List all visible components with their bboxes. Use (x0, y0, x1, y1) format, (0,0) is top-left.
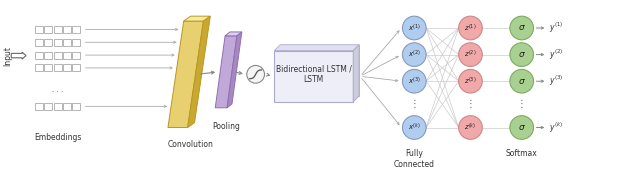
Circle shape (459, 43, 483, 66)
Bar (72, 52, 80, 59)
Circle shape (510, 116, 534, 139)
Circle shape (459, 16, 483, 40)
Bar (63, 26, 71, 33)
Circle shape (510, 43, 534, 66)
Bar (54, 64, 61, 71)
Text: ⋮: ⋮ (465, 99, 476, 109)
Text: Input: Input (3, 46, 12, 66)
Bar (54, 103, 61, 110)
Text: $z^{(3)}$: $z^{(3)}$ (464, 76, 477, 87)
Bar (44, 103, 52, 110)
Text: $x^{(2)}$: $x^{(2)}$ (408, 49, 421, 60)
Bar (44, 26, 52, 33)
Text: $y^{(2)}$: $y^{(2)}$ (549, 47, 563, 62)
Bar (280, 45, 359, 96)
Text: ⋮: ⋮ (410, 99, 419, 109)
Bar (63, 64, 71, 71)
Bar (63, 52, 71, 59)
Text: Bidirectional LSTM /
LSTM: Bidirectional LSTM / LSTM (276, 65, 352, 84)
Text: $z^{(k)}$: $z^{(k)}$ (465, 122, 477, 133)
Text: $\sigma$: $\sigma$ (518, 77, 525, 86)
Bar (63, 39, 71, 46)
Polygon shape (227, 32, 242, 108)
Text: $\sigma$: $\sigma$ (518, 24, 525, 32)
Bar (44, 64, 52, 71)
Polygon shape (168, 21, 204, 127)
Circle shape (403, 69, 426, 93)
Text: Softmax: Softmax (506, 149, 538, 158)
Text: $z^{(2)}$: $z^{(2)}$ (464, 49, 477, 60)
Polygon shape (188, 16, 211, 127)
Circle shape (510, 16, 534, 40)
Bar (54, 39, 61, 46)
Bar (72, 26, 80, 33)
Bar (35, 52, 43, 59)
Bar (35, 39, 43, 46)
Text: $x^{(3)}$: $x^{(3)}$ (408, 76, 421, 87)
Text: Pooling: Pooling (212, 122, 240, 131)
Bar (72, 64, 80, 71)
Text: $x^{(1)}$: $x^{(1)}$ (408, 22, 421, 34)
Bar (72, 103, 80, 110)
Polygon shape (275, 45, 359, 51)
Text: $y^{(3)}$: $y^{(3)}$ (549, 74, 563, 88)
Text: Fully
Connected: Fully Connected (394, 149, 435, 169)
Text: $y^{(1)}$: $y^{(1)}$ (549, 21, 563, 35)
Text: Embeddings: Embeddings (35, 133, 82, 142)
Polygon shape (184, 16, 211, 21)
Bar (54, 26, 61, 33)
Circle shape (403, 116, 426, 139)
Bar (275, 51, 353, 102)
Bar (54, 52, 61, 59)
Circle shape (459, 69, 483, 93)
Bar (44, 52, 52, 59)
Polygon shape (215, 36, 237, 108)
Bar (35, 26, 43, 33)
Polygon shape (353, 45, 359, 102)
Text: $\sigma$: $\sigma$ (518, 50, 525, 59)
Circle shape (403, 16, 426, 40)
Bar (44, 39, 52, 46)
Bar (35, 103, 43, 110)
Text: $\sigma$: $\sigma$ (518, 123, 525, 132)
Circle shape (510, 69, 534, 93)
Circle shape (459, 116, 483, 139)
Text: $x^{(k)}$: $x^{(k)}$ (408, 122, 420, 133)
Text: . . .: . . . (52, 87, 63, 93)
Bar (63, 103, 71, 110)
Text: ⋮: ⋮ (517, 99, 527, 109)
Text: $y^{(k)}$: $y^{(k)}$ (549, 120, 563, 135)
FancyArrow shape (12, 52, 26, 59)
Text: Convolution: Convolution (168, 140, 214, 149)
Polygon shape (225, 32, 242, 36)
Circle shape (403, 43, 426, 66)
Bar (72, 39, 80, 46)
Bar (35, 64, 43, 71)
Circle shape (247, 65, 264, 83)
Text: $z^{(1)}$: $z^{(1)}$ (464, 22, 477, 34)
